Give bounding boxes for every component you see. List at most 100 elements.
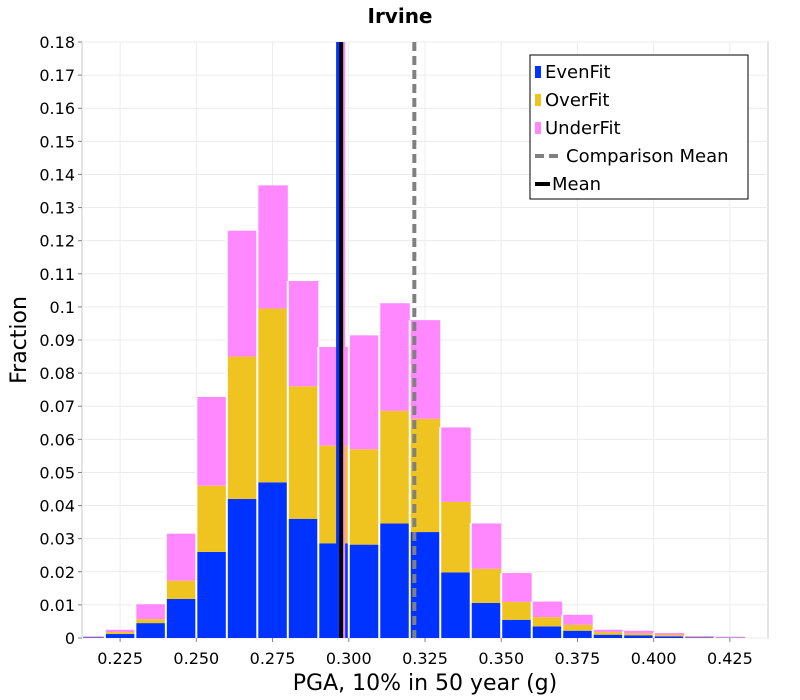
bar-overfit: [470, 568, 502, 603]
bar-underfit: [470, 523, 502, 569]
bar-evenfit: [653, 636, 685, 638]
legend-label: EvenFit: [545, 62, 611, 83]
bar-evenfit: [135, 623, 166, 638]
y-tick-label: 0.11: [39, 265, 75, 284]
bar-overfit: [196, 485, 227, 552]
bar-evenfit: [684, 637, 715, 638]
bar-overfit: [592, 632, 624, 635]
bar-evenfit: [165, 598, 197, 638]
bar-underfit: [226, 230, 258, 357]
legend-label: OverFit: [545, 90, 609, 111]
y-tick-label: 0.14: [39, 165, 75, 184]
legend-label: Comparison Mean: [566, 146, 729, 167]
y-tick-label: 0.17: [39, 66, 75, 85]
bar-overfit: [531, 617, 563, 627]
bar-evenfit: [348, 544, 380, 638]
bar-overfit: [562, 624, 593, 631]
y-tick-label: 0.01: [39, 596, 75, 615]
bar-underfit: [135, 604, 166, 620]
x-tick-label: 0.325: [402, 649, 448, 668]
y-tick-label: 0.1: [50, 298, 75, 317]
bar-evenfit: [562, 630, 593, 638]
x-tick-label: 0.350: [478, 649, 524, 668]
x-tick-label: 0.375: [555, 649, 601, 668]
legend-swatch: [535, 94, 541, 106]
bar-evenfit: [287, 518, 319, 638]
mean-lines: [336, 42, 417, 638]
bar-evenfit: [592, 634, 624, 638]
bar-evenfit: [104, 634, 136, 638]
bar-overfit: [287, 386, 319, 519]
bar-underfit: [196, 396, 227, 486]
bar-evenfit: [226, 498, 258, 638]
bar-overfit: [684, 636, 715, 638]
y-tick-label: 0.07: [39, 397, 75, 416]
x-tick-label: 0.250: [173, 649, 219, 668]
bar-underfit: [501, 573, 532, 602]
y-tick-label: 0.03: [39, 530, 75, 549]
bar-evenfit: [623, 635, 654, 638]
bar-overfit: [226, 356, 258, 499]
y-tick-label: 0.08: [39, 364, 75, 383]
bar-underfit: [623, 630, 654, 634]
legend: EvenFit OverFit UnderFit Comparison Mean Mea…: [529, 54, 749, 200]
y-tick-label: 0.05: [39, 463, 75, 482]
x-tick-label: 0.400: [631, 649, 677, 668]
y-axis-ticks: 0 0.01 0.02 0.03 0.04 0.05 0.06 0.07 0.08 0.09 0.1…: [39, 33, 82, 648]
bar-evenfit: [196, 551, 227, 638]
bar-overfit: [653, 634, 685, 637]
legend-swatch: [535, 122, 541, 134]
y-tick-label: 0.02: [39, 563, 75, 582]
bar-evenfit: [82, 637, 105, 638]
bar-underfit: [714, 636, 746, 638]
y-tick-label: 0.18: [39, 33, 75, 52]
y-tick-label: 0.06: [39, 430, 75, 449]
x-tick-label: 0.275: [250, 649, 296, 668]
bar-evenfit: [379, 523, 410, 638]
bar-overfit: [104, 632, 136, 635]
bar-underfit: [531, 601, 563, 618]
x-axis-label: PGA, 10% in 50 year (g): [293, 671, 557, 696]
bar-overfit: [379, 410, 410, 524]
bars-group: [81, 185, 746, 638]
x-axis-ticks: 0.225 0.250 0.275 0.300 0.325 0.350 0.375 0.400…: [97, 638, 753, 668]
y-tick-label: 0.12: [39, 232, 75, 251]
bar-evenfit: [501, 619, 532, 638]
bar-overfit: [440, 501, 471, 573]
bar-underfit: [257, 185, 288, 309]
y-tick-label: 0.15: [39, 132, 75, 151]
bar-underfit: [684, 636, 715, 637]
x-tick-label: 0.300: [326, 649, 372, 668]
bar-overfit: [135, 619, 166, 624]
bar-underfit: [562, 614, 593, 625]
bar-underfit: [104, 629, 136, 633]
y-axis-label: Fraction: [7, 296, 32, 384]
bar-overfit: [348, 449, 380, 545]
bar-underfit: [287, 281, 319, 387]
bar-underfit: [592, 629, 624, 633]
bar-evenfit: [470, 602, 502, 638]
bar-overfit: [257, 308, 288, 483]
x-tick-label: 0.225: [97, 649, 143, 668]
bar-evenfit: [257, 482, 288, 638]
chart-title: Irvine: [368, 4, 433, 28]
bar-underfit: [165, 533, 197, 581]
y-tick-label: 0.13: [39, 199, 75, 218]
bar-overfit: [165, 580, 197, 599]
bar-overfit: [623, 633, 654, 636]
bar-underfit: [440, 427, 471, 502]
legend-box: [529, 54, 749, 200]
legend-label: UnderFit: [545, 118, 621, 139]
bar-underfit: [82, 636, 105, 638]
y-tick-label: 0.04: [39, 497, 75, 516]
legend-swatch: [535, 66, 541, 78]
bar-overfit: [501, 601, 532, 620]
bar-evenfit: [440, 572, 471, 638]
y-tick-label: 0.16: [39, 99, 75, 118]
legend-label: Mean: [552, 174, 601, 195]
y-tick-label: 0: [65, 629, 75, 648]
x-tick-label: 0.425: [707, 649, 753, 668]
bar-evenfit: [531, 626, 563, 638]
y-tick-label: 0.09: [39, 331, 75, 350]
